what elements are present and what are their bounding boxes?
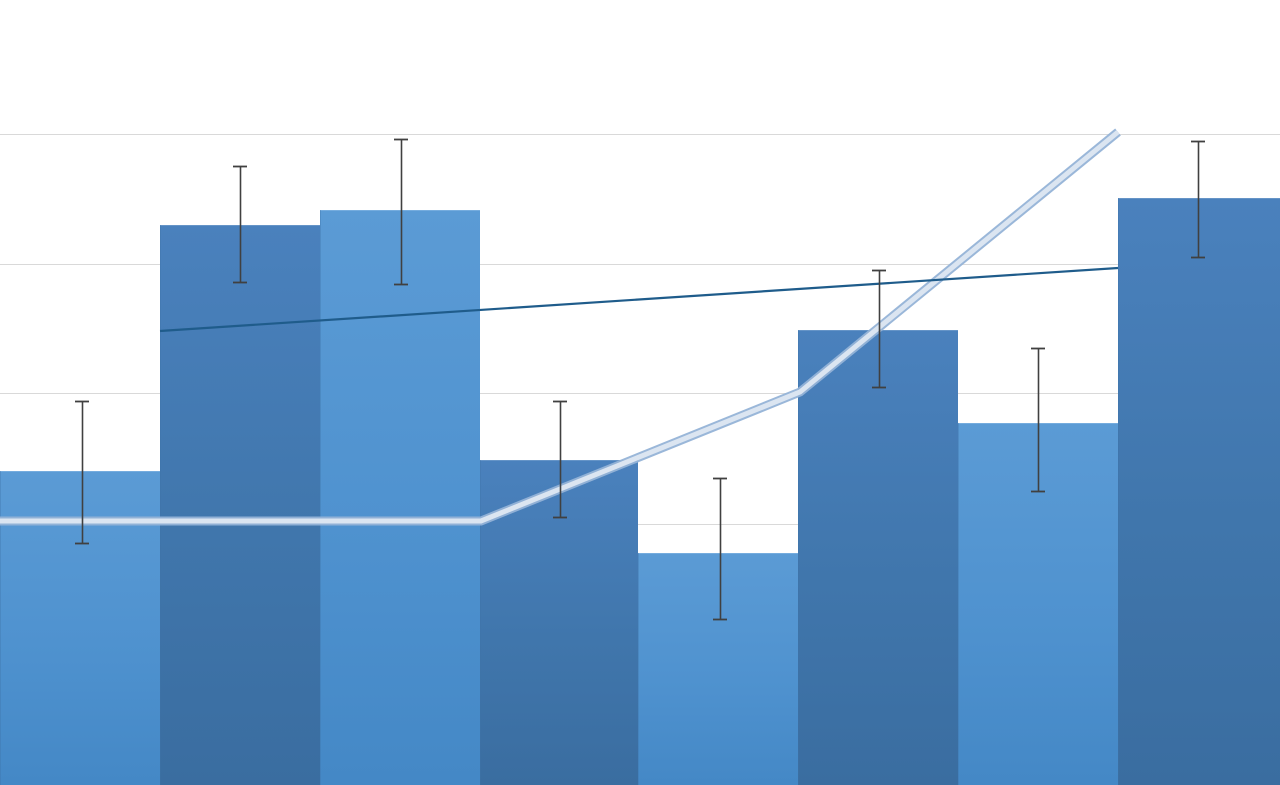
step-line [0,130,1120,524]
trend-line [159,266,1119,333]
bar [1118,198,1280,785]
error-bar [553,400,567,519]
bar [320,210,480,785]
error-bar [872,269,886,389]
error-bars [75,138,1205,621]
bar [160,225,320,785]
error-bar [1031,347,1045,493]
bar-series [0,198,1280,785]
error-bar [75,400,89,545]
error-bar [713,477,727,621]
error-bar [1191,140,1205,259]
bar [798,330,958,785]
trend-line-series [159,266,1119,333]
step-line-series [0,128,1121,526]
error-bar [233,165,247,284]
bar [638,553,798,785]
error-bar [394,138,408,286]
